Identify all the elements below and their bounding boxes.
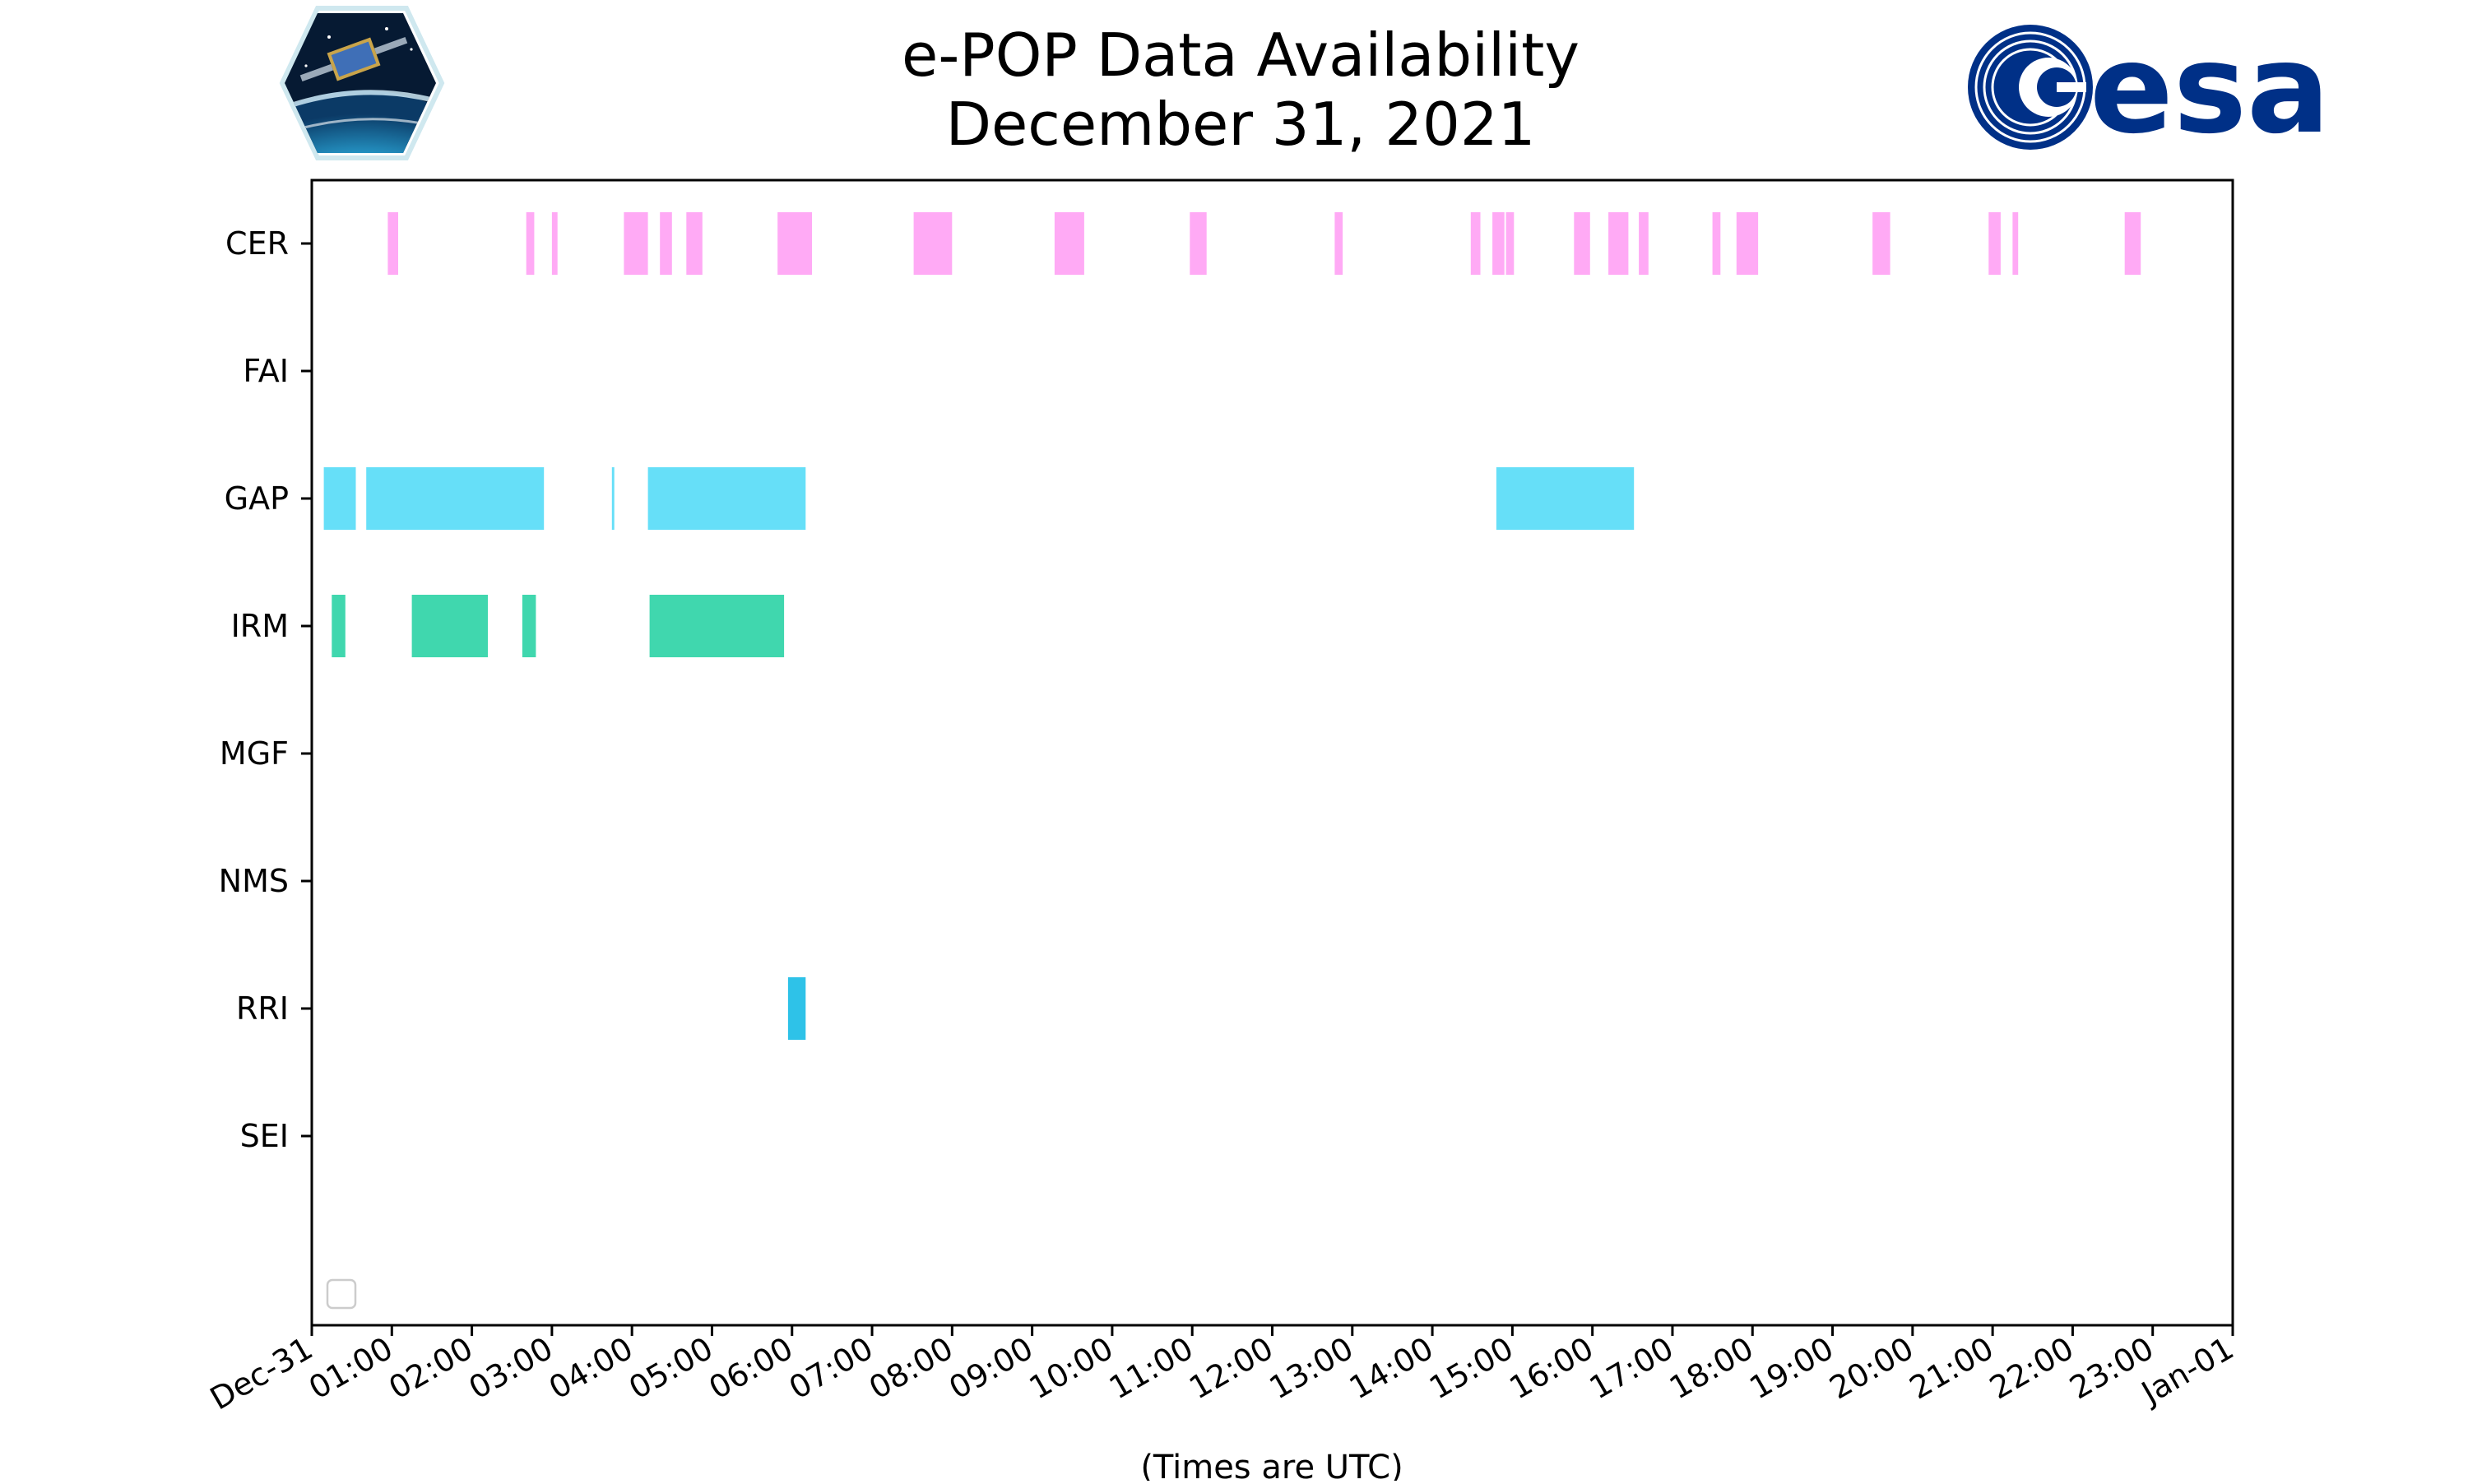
x-tick-label-0: Dec-31 (204, 1330, 318, 1417)
x-tick-label-2: 02:00 (383, 1330, 479, 1407)
bar-irm-0 (332, 595, 346, 657)
x-tick-label-16: 16:00 (1503, 1330, 1599, 1407)
x-tick-label-4: 04:00 (543, 1330, 639, 1407)
chart-title-line-2: December 31, 2021 (946, 90, 1536, 159)
x-tick-label-19: 19:00 (1743, 1330, 1839, 1407)
x-tick-label-20: 20:00 (1823, 1330, 1919, 1407)
x-tick-label-3: 03:00 (463, 1330, 559, 1407)
y-tick-label-sei: SEI (240, 1118, 289, 1154)
bar-cer-12 (1492, 212, 1505, 275)
bar-cer-4 (660, 212, 672, 275)
plot-frame (310, 179, 2234, 1327)
bar-cer-7 (913, 212, 953, 275)
x-tick-label-17: 17:00 (1584, 1330, 1680, 1407)
x-tick-label-14: 14:00 (1343, 1330, 1440, 1407)
y-tick-label-fai: FAI (243, 353, 289, 389)
x-tick-label-22: 22:00 (1983, 1330, 2080, 1407)
x-tick-label-12: 12:00 (1183, 1330, 1279, 1407)
y-tick-label-rri: RRI (236, 990, 289, 1027)
y-tick-label-irm: IRM (231, 608, 289, 644)
y-tick-label-gap: GAP (225, 480, 289, 517)
chart-title-line-1: e-POP Data Availability (902, 21, 1580, 90)
y-tick-label-mgf: MGF (220, 735, 289, 772)
y-tick-label-cer: CER (225, 225, 289, 262)
bar-irm-3 (649, 595, 785, 657)
y-axis: CER FAI GAP IRM MGF NMS RRI SEI (219, 225, 312, 1154)
bar-rri-0 (787, 977, 806, 1040)
bar-cer-2 (551, 212, 558, 275)
x-tick-label-6: 06:00 (703, 1330, 799, 1407)
bar-cer-3 (624, 212, 648, 275)
bar-cer-5 (686, 212, 703, 275)
bar-cer-17 (1712, 212, 1721, 275)
bar-cer-20 (1988, 212, 2001, 275)
esa-logo: esa (1968, 18, 2330, 161)
y-tick-label-nms: NMS (219, 863, 289, 899)
bar-gap-2 (611, 467, 615, 530)
x-tick-label-24: Jan-01 (2134, 1330, 2239, 1412)
bar-gap-4 (1496, 467, 1635, 530)
bar-cer-8 (1054, 212, 1084, 275)
x-tick-label-15: 15:00 (1423, 1330, 1519, 1407)
cassiope-logo (279, 6, 445, 160)
bar-cer-0 (387, 212, 398, 275)
x-tick-label-7: 07:00 (783, 1330, 879, 1407)
x-tick-label-10: 10:00 (1023, 1330, 1120, 1407)
x-tick-label-21: 21:00 (1904, 1330, 2000, 1407)
x-tick-label-11: 11:00 (1103, 1330, 1199, 1407)
bar-cer-14 (1574, 212, 1590, 275)
bar-gap-1 (366, 467, 545, 530)
x-axis: Dec-3101:0002:0003:0004:0005:0006:0007:0… (204, 1325, 2240, 1417)
bar-cer-6 (777, 212, 812, 275)
esa-swirl-icon (1968, 25, 2093, 150)
bars-layer (323, 212, 2141, 1040)
x-tick-label-8: 08:00 (863, 1330, 959, 1407)
bar-cer-10 (1334, 212, 1343, 275)
bar-gap-0 (323, 467, 356, 530)
x-tick-label-13: 13:00 (1263, 1330, 1359, 1407)
bar-cer-19 (1872, 212, 1890, 275)
x-tick-label-1: 01:00 (303, 1330, 399, 1407)
empty-legend-box (326, 1278, 357, 1310)
bar-cer-1 (526, 212, 535, 275)
esa-wordmark: esa (2090, 18, 2330, 161)
bar-irm-2 (522, 595, 536, 657)
bar-cer-11 (1470, 212, 1481, 275)
x-tick-label-5: 05:00 (623, 1330, 719, 1407)
x-tick-label-9: 09:00 (943, 1330, 1039, 1407)
x-axis-label: (Times are UTC) (1140, 1449, 1403, 1481)
bar-irm-1 (411, 595, 488, 657)
bar-cer-16 (1639, 212, 1649, 275)
bar-cer-15 (1608, 212, 1629, 275)
bar-cer-18 (1736, 212, 1759, 275)
bar-cer-22 (2124, 212, 2141, 275)
bar-cer-21 (2012, 212, 2019, 275)
bar-cer-9 (1190, 212, 1207, 275)
bar-gap-3 (647, 467, 806, 530)
bar-cer-13 (1505, 212, 1515, 275)
x-tick-label-18: 18:00 (1663, 1330, 1760, 1407)
